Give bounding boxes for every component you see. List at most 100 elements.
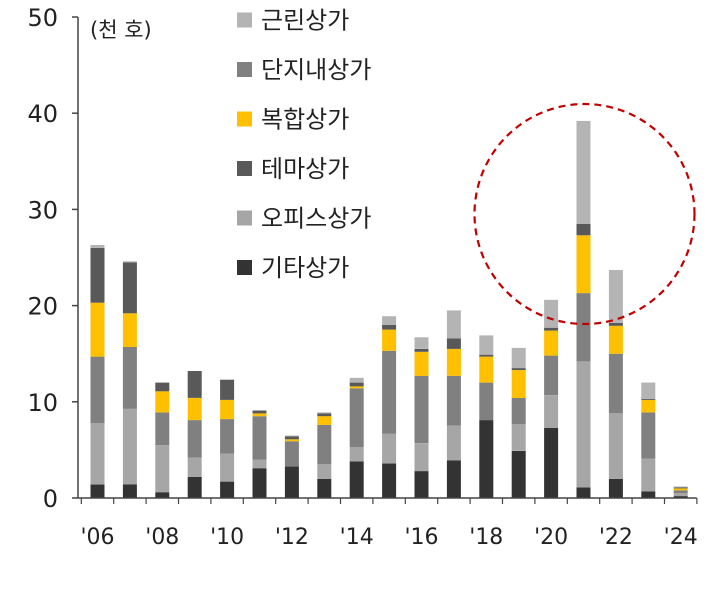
bar-segment (479, 420, 494, 498)
bar-segment (122, 262, 137, 314)
y-tick-label: 50 (27, 4, 58, 32)
bar-segment (90, 484, 105, 498)
bar-segment (90, 247, 105, 303)
bar-segment (544, 355, 559, 395)
bar-segment (446, 310, 461, 339)
bar-segment (220, 399, 235, 420)
legend-swatch (237, 12, 252, 28)
bar-segment (349, 388, 364, 447)
bar-segment (90, 302, 105, 357)
bar-segment (608, 322, 623, 326)
bar-segment (187, 398, 202, 421)
x-tick-label: '10 (210, 525, 244, 550)
bar-segment (673, 493, 688, 497)
x-tick-label: '12 (275, 525, 309, 550)
bar-segment (479, 382, 494, 421)
bar-segment (511, 368, 526, 370)
bar-segment (382, 329, 397, 351)
bar-segment (90, 356, 105, 423)
x-tick-label: '08 (145, 525, 179, 550)
legend-label: 테마상가 (261, 155, 349, 183)
bar-segment (122, 408, 137, 485)
bar-segment (155, 391, 170, 413)
bar-segment (673, 488, 688, 491)
axes-layer: 0 10 20 30 40 50 '06 '08 '10 '12 '14 '16 '18 '20 '22 '2… (27, 4, 697, 550)
bar-segment (414, 443, 429, 472)
bar-segment (122, 261, 137, 263)
bar-segment (479, 356, 494, 383)
bar-segment (641, 398, 656, 400)
bar-segment (220, 481, 235, 498)
bar-segment (90, 245, 105, 248)
bar-segment (673, 490, 688, 494)
bar-segment (446, 338, 461, 349)
bar-segment (317, 416, 332, 425)
bar-segment (608, 325, 623, 354)
bar-segment (252, 416, 267, 460)
bar-segment (479, 335, 494, 355)
legend-label: 근린상가 (261, 7, 349, 35)
x-tick-label: '06 (80, 525, 114, 550)
bar-segment (544, 299, 559, 328)
bar-segment (382, 463, 397, 498)
bar-segment (511, 450, 526, 498)
bar-segment (382, 433, 397, 464)
bar-segment (414, 348, 429, 352)
bar-segment (641, 399, 656, 413)
bar-segment (382, 316, 397, 325)
bar-segment (284, 436, 299, 440)
bar-segment (284, 441, 299, 467)
bar-segment (382, 324, 397, 330)
bar-segment (544, 327, 559, 331)
bar-segment (544, 427, 559, 498)
bar-segment (544, 330, 559, 356)
bar-segment (608, 353, 623, 414)
bar-segment (446, 425, 461, 461)
bar-segment (576, 293, 591, 362)
bar-segment (446, 348, 461, 376)
legend-swatch (237, 210, 252, 226)
legend-label: 기타상가 (261, 254, 349, 282)
bar-segment (155, 382, 170, 392)
bar-segment (608, 270, 623, 323)
bar-segment (252, 468, 267, 498)
bar-segment (349, 377, 364, 383)
bar-segment (284, 466, 299, 498)
y-tick-label: 30 (27, 196, 58, 224)
bar-segment (349, 386, 364, 389)
bar-segment (349, 447, 364, 462)
bar-segment (155, 445, 170, 493)
highlight-circle (473, 102, 696, 326)
bar-segment (641, 458, 656, 492)
bar-segment (317, 413, 332, 417)
highlight-layer (473, 102, 696, 326)
legend-swatch (237, 62, 252, 77)
bar-segment (446, 375, 461, 426)
bar-segment (414, 471, 429, 498)
legend-swatch (237, 260, 252, 275)
y-tick-label: 0 (43, 485, 58, 513)
y-tick-label: 40 (27, 100, 58, 128)
bar-segment (220, 453, 235, 482)
bar-segment (576, 120, 591, 224)
bar-segment (641, 412, 656, 459)
bar-segment (187, 476, 202, 498)
bar-segment (576, 487, 591, 498)
bar-segment (349, 461, 364, 498)
bar-segment (576, 361, 591, 488)
bar-segment (479, 354, 494, 357)
bar-segment (155, 492, 170, 498)
bar-segment (576, 235, 591, 294)
x-tick-label: '14 (340, 525, 374, 550)
x-tick-label: '22 (599, 525, 633, 550)
bar-segment (220, 419, 235, 454)
bar-segment (511, 347, 526, 369)
bar-segment (317, 464, 332, 479)
legend-swatch (237, 111, 252, 127)
legend-label: 오피스상가 (261, 205, 371, 233)
bar-segment (187, 371, 202, 398)
bar-segment (349, 382, 364, 387)
bar-segment (317, 424, 332, 465)
